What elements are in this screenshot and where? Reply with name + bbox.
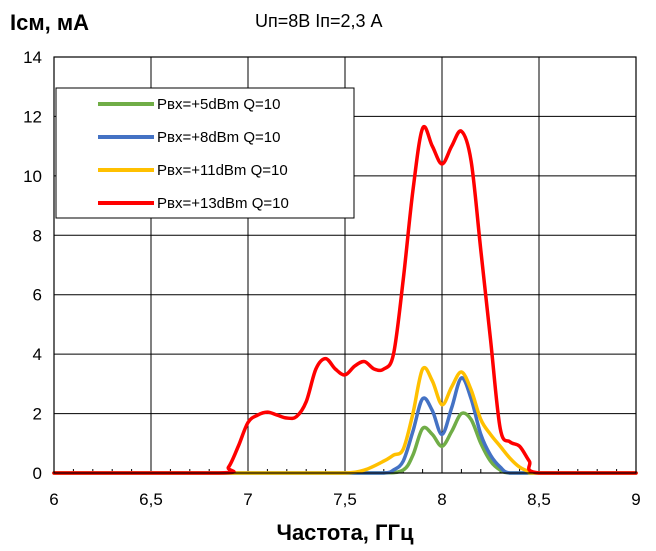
legend-label-2: Pвх=+8dBm Q=10	[157, 129, 280, 146]
legend-label-3: Pвх=+11dBm Q=10	[157, 162, 288, 179]
y-tick-label: 2	[33, 405, 42, 424]
y-axis-title: Iсм, мА	[10, 10, 89, 35]
x-tick-label: 7	[243, 490, 252, 509]
x-tick-label: 6	[49, 490, 58, 509]
y-tick-label: 0	[33, 464, 42, 483]
y-tick-label: 4	[33, 345, 42, 364]
legend: Pвх=+5dBm Q=10 Pвх=+8dBm Q=10 Pвх=+11dBm Q…	[55, 87, 355, 219]
x-tick-label: 9	[631, 490, 640, 509]
series-line-3	[52, 365, 638, 475]
y-tick-label: 12	[23, 107, 42, 126]
x-tick-label: 6,5	[139, 490, 163, 509]
x-tick-labels: 6 6,5 7 7,5 8 8,5 9	[49, 490, 640, 509]
y-tick-label: 8	[33, 226, 42, 245]
legend-label-1: Pвх=+5dBm Q=10	[157, 96, 280, 113]
x-tick-label: 7,5	[333, 490, 357, 509]
chart-title: Uп=8В Iп=2,3 А	[255, 11, 383, 31]
series-line-4	[52, 124, 638, 475]
legend-box	[55, 87, 355, 219]
x-axis-title: Частота, ГГц	[276, 520, 413, 545]
y-tick-label: 6	[33, 286, 42, 305]
y-tick-labels: 0 2 4 6 8 10 12 14	[23, 48, 42, 483]
plot-area-border	[53, 56, 637, 474]
x-tick-label: 8	[437, 490, 446, 509]
y-tick-label: 14	[23, 48, 42, 67]
x-tick-label: 8,5	[527, 490, 551, 509]
legend-label-4: Pвх=+13dBm Q=10	[157, 195, 289, 212]
y-tick-label: 10	[23, 167, 42, 186]
